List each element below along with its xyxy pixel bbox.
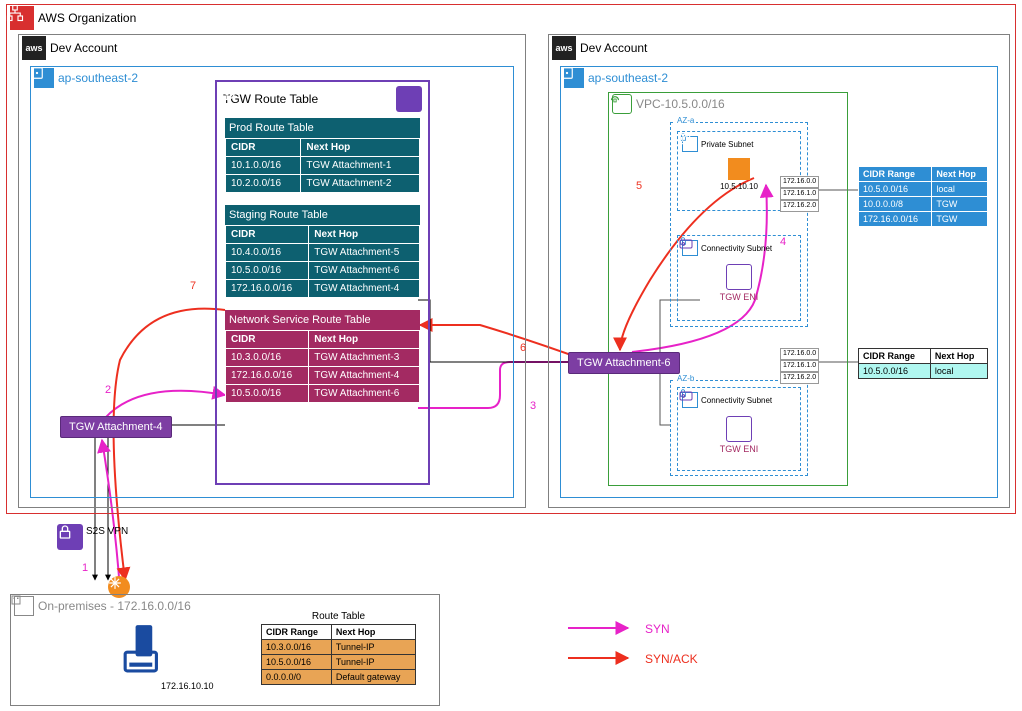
- legend-syn: SYN: [645, 622, 670, 636]
- tgw-eni-label-1: TGW ENI: [682, 292, 796, 302]
- left-region-label: ap-southeast-2: [58, 71, 138, 85]
- s2s-vpn-label: S2S VPN: [86, 526, 128, 537]
- seq-1: 1: [82, 562, 88, 574]
- az-a: AZ-a Private Subnet 10.5.10.10 Connectiv…: [670, 122, 808, 327]
- subnet-lock-icon: [682, 240, 698, 256]
- left-account-title: Dev Account: [50, 41, 117, 55]
- tgw-route-table-box: TGW Route Table Prod Route Table CIDRNex…: [215, 80, 430, 485]
- tgw-box-title: TGW Route Table: [223, 92, 318, 106]
- prod-route-table: Prod Route Table CIDRNext Hop 10.1.0.0/1…: [225, 118, 420, 193]
- seq-6: 6: [520, 342, 526, 354]
- onprem-ip: 172.16.10.10: [161, 681, 214, 691]
- tgw-eni-label-2: TGW ENI: [682, 444, 796, 454]
- vpn-lock-icon: [57, 524, 83, 550]
- aws-icon: aws: [22, 36, 46, 60]
- private-subnet-title: Private Subnet: [701, 140, 753, 149]
- onprem-title: On-premises - 172.16.0.0/16: [38, 599, 191, 613]
- org-title: AWS Organization: [38, 11, 136, 25]
- connectivity-subnet-2: Connectivity Subnet TGW ENI: [677, 387, 801, 471]
- right-region-label: ap-southeast-2: [588, 71, 668, 85]
- subnet-lock-icon: [682, 136, 698, 152]
- netsvc-route-table: Network Service Route Table CIDRNext Hop…: [225, 310, 420, 403]
- iface-group-2: 172.16.0.0 172.16.1.0 172.16.2.0: [780, 348, 819, 384]
- tgw-attachment-4: TGW Attachment-4: [60, 416, 172, 438]
- legend-synack: SYN/ACK: [645, 652, 698, 666]
- right-account-title: Dev Account: [580, 41, 647, 55]
- instance-ip: 10.5.10.10: [682, 182, 796, 191]
- conn-subnet-1-title: Connectivity Subnet: [701, 244, 772, 253]
- seq-4: 4: [780, 236, 786, 248]
- region-icon: [564, 68, 584, 88]
- region-icon: [34, 68, 54, 88]
- vpc-label: VPC-10.5.0.0/16: [636, 97, 725, 111]
- tgw-eni-icon: [726, 416, 752, 442]
- vpc-icon: [612, 94, 632, 114]
- seq-7: 7: [190, 280, 196, 292]
- staging-route-table: Staging Route Table CIDRNext Hop 10.4.0.…: [225, 205, 420, 298]
- ec2-instance-icon: [728, 158, 750, 180]
- tgw-eni-icon: [726, 264, 752, 290]
- seq-5: 5: [636, 180, 642, 192]
- tgw-attachment-6: TGW Attachment-6: [568, 352, 680, 374]
- seq-2: 2: [105, 384, 111, 396]
- route-table-1: CIDR RangeNext Hop 10.5.0.0/16local 10.0…: [858, 166, 988, 227]
- org-icon: [10, 6, 34, 30]
- onprem-box: On-premises - 172.16.0.0/16 172.16.10.10…: [10, 594, 440, 706]
- route-table-2: CIDR RangeNext Hop 10.5.0.0/16local: [858, 348, 988, 379]
- az-b: AZ-b Connectivity Subnet TGW ENI: [670, 380, 808, 476]
- tgw-icon: [396, 86, 422, 112]
- az-b-label: AZ-b: [675, 374, 696, 383]
- building-icon: [14, 596, 34, 616]
- conn-subnet-2-title: Connectivity Subnet: [701, 396, 772, 405]
- iface-group-1: 172.16.0.0 172.16.1.0 172.16.2.0: [780, 176, 819, 212]
- onprem-route-table: Route Table CIDR RangeNext Hop 10.3.0.0/…: [261, 609, 416, 685]
- seq-3: 3: [530, 400, 536, 412]
- aws-icon: aws: [552, 36, 576, 60]
- subnet-lock-icon: [682, 392, 698, 408]
- az-a-label: AZ-a: [675, 116, 696, 125]
